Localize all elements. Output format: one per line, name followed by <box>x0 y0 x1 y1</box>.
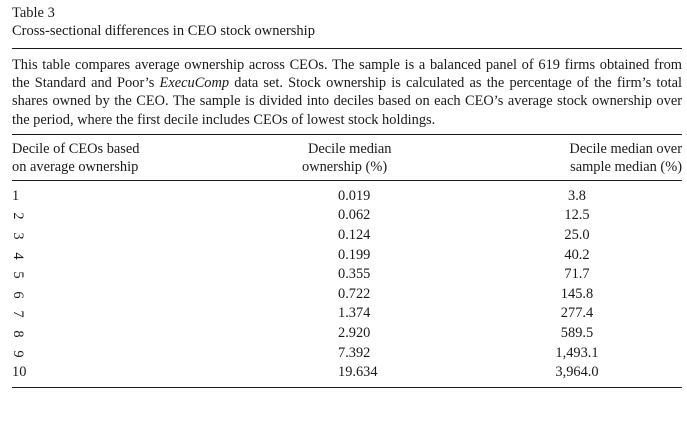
median-cell: 7.392 <box>338 344 371 361</box>
table-header: Decile of CEOs based on average ownershi… <box>12 135 684 180</box>
column-header-line: sample median (%) <box>570 158 682 175</box>
column-header-median: Decile median ownership (%) <box>302 140 392 176</box>
column-header-line: ownership (%) <box>302 158 388 175</box>
ratio-cell: 40.2 <box>564 246 590 263</box>
ratio-cell: 277.4 <box>560 305 594 322</box>
decile-cell: 3 <box>10 232 26 240</box>
column-header-line: Decile of CEOs based <box>12 140 140 157</box>
median-cell: 0.124 <box>338 227 371 243</box>
decile-cell: 6 <box>10 291 26 299</box>
table-page: Table 3 Cross-sectional differences in C… <box>10 4 684 388</box>
table-caption: This table compares average ownership ac… <box>12 56 682 129</box>
decile-cell: 2 <box>10 212 26 220</box>
table-row: 5 0.355 71.7 <box>10 265 684 285</box>
column-header-decile: Decile of CEOs based on average ownershi… <box>12 140 139 176</box>
column-header-line: on average ownership <box>12 158 139 175</box>
table-row: 1 0.019 3.8 <box>12 187 684 207</box>
table-row: 3 0.124 25.0 <box>10 226 684 246</box>
table-label: Table 3 <box>12 5 55 21</box>
table-row: 6 0.722 145.8 <box>10 285 684 305</box>
median-cell: 0.722 <box>338 285 371 302</box>
table-row: 9 7.392 1,493.1 <box>10 344 684 364</box>
decile-cell: 9 <box>10 349 26 358</box>
decile-cell: 5 <box>10 271 26 279</box>
ratio-cell: 1,493.1 <box>555 344 599 361</box>
decile-cell: 10 <box>12 364 27 381</box>
median-cell: 1.374 <box>338 305 371 322</box>
top-rule <box>12 48 682 49</box>
decile-cell: 4 <box>10 251 26 260</box>
table-row: 4 0.199 40.2 <box>10 246 684 266</box>
caption-text-2: data set. Stock ownership is calculated … <box>12 75 682 128</box>
median-cell: 0.199 <box>338 246 371 263</box>
table-body: 1 0.019 3.8 2 0.062 12.5 3 0.124 25.0 4 … <box>10 187 684 383</box>
table-row: 10 19.634 3,964.0 <box>12 363 684 383</box>
ratio-cell: 3,964.0 <box>555 364 599 381</box>
column-header-line: Decile median <box>308 140 392 157</box>
ratio-cell: 71.7 <box>564 266 590 283</box>
decile-cell: 7 <box>10 310 26 318</box>
header-rule <box>12 179 682 181</box>
median-cell: 0.062 <box>338 207 371 224</box>
median-cell: 0.355 <box>338 266 371 283</box>
decile-cell: 8 <box>10 330 26 338</box>
caption-text-1: This table compares average ownership ac… <box>12 57 682 92</box>
table-row: 8 2.920 589.5 <box>10 324 684 344</box>
ratio-cell: 589.5 <box>560 324 594 341</box>
column-header-ratio: Decile median over sample median (%) <box>569 140 682 176</box>
median-cell: 19.634 <box>338 364 378 381</box>
ratio-cell: 145.8 <box>560 285 594 302</box>
table-row: 7 1.374 277.4 <box>10 304 684 324</box>
median-cell: 2.920 <box>338 324 371 341</box>
table-title: Cross-sectional differences in CEO stock… <box>12 23 315 39</box>
median-cell: 0.019 <box>338 187 371 204</box>
ratio-cell: 12.5 <box>564 207 590 224</box>
caption-rule <box>12 133 682 135</box>
ratio-cell: 25.0 <box>564 227 590 243</box>
caption-italic-dataset: ExecuComp <box>159 75 230 92</box>
bottom-rule <box>12 386 682 388</box>
table-row: 2 0.062 12.5 <box>10 206 684 226</box>
decile-cell: 1 <box>12 187 20 204</box>
column-header-line: Decile median over <box>569 140 682 157</box>
ratio-cell: 3.8 <box>568 187 586 204</box>
